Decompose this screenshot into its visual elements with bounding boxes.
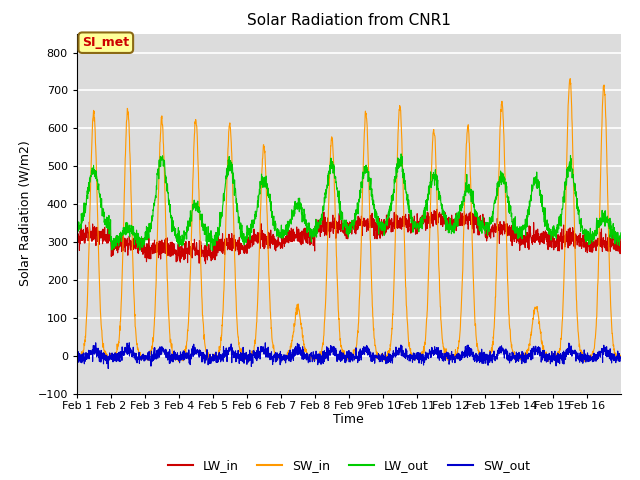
SW_out bbox=[513, 356, 521, 362]
LW_in bbox=[617, 241, 625, 247]
SW_in bbox=[513, 357, 520, 362]
LW_out bbox=[397, 151, 405, 157]
LW_out bbox=[209, 248, 216, 253]
SW_out bbox=[617, 354, 625, 360]
LW_out bbox=[381, 224, 389, 230]
SW_in bbox=[543, 352, 551, 358]
LW_out bbox=[617, 230, 625, 236]
LW_out bbox=[610, 229, 618, 235]
SW_out bbox=[73, 351, 81, 357]
Line: SW_out: SW_out bbox=[77, 343, 621, 369]
Line: SW_in: SW_in bbox=[77, 79, 621, 362]
LW_in bbox=[610, 246, 618, 252]
Line: LW_out: LW_out bbox=[77, 154, 621, 251]
SW_in bbox=[127, 194, 135, 200]
Line: LW_in: LW_in bbox=[77, 209, 621, 264]
SW_out bbox=[610, 354, 618, 360]
LW_out bbox=[513, 227, 521, 233]
SW_in bbox=[381, 353, 389, 359]
SW_out bbox=[245, 356, 253, 361]
LW_out bbox=[245, 228, 253, 234]
LW_in bbox=[245, 235, 253, 240]
SW_in bbox=[244, 359, 252, 365]
LW_in bbox=[73, 238, 81, 244]
Y-axis label: Solar Radiation (W/m2): Solar Radiation (W/m2) bbox=[19, 141, 32, 287]
SW_out bbox=[128, 347, 136, 353]
LW_in bbox=[544, 237, 552, 243]
LW_in bbox=[127, 241, 135, 247]
SW_in bbox=[610, 342, 618, 348]
LW_in bbox=[513, 227, 521, 233]
SW_in bbox=[73, 354, 81, 360]
LW_in bbox=[202, 261, 209, 266]
Text: SI_met: SI_met bbox=[82, 36, 129, 49]
LW_out bbox=[127, 222, 135, 228]
SW_out bbox=[125, 340, 133, 346]
X-axis label: Time: Time bbox=[333, 413, 364, 426]
SW_in bbox=[617, 352, 625, 358]
Title: Solar Radiation from CNR1: Solar Radiation from CNR1 bbox=[247, 13, 451, 28]
LW_in bbox=[381, 219, 389, 225]
LW_in bbox=[433, 206, 441, 212]
SW_in bbox=[245, 353, 253, 359]
SW_in bbox=[566, 76, 574, 82]
LW_out bbox=[544, 222, 552, 228]
SW_out bbox=[104, 366, 112, 372]
LW_out bbox=[73, 224, 81, 229]
SW_out bbox=[382, 360, 390, 366]
Legend: LW_in, SW_in, LW_out, SW_out: LW_in, SW_in, LW_out, SW_out bbox=[163, 455, 535, 477]
SW_out bbox=[544, 351, 552, 357]
